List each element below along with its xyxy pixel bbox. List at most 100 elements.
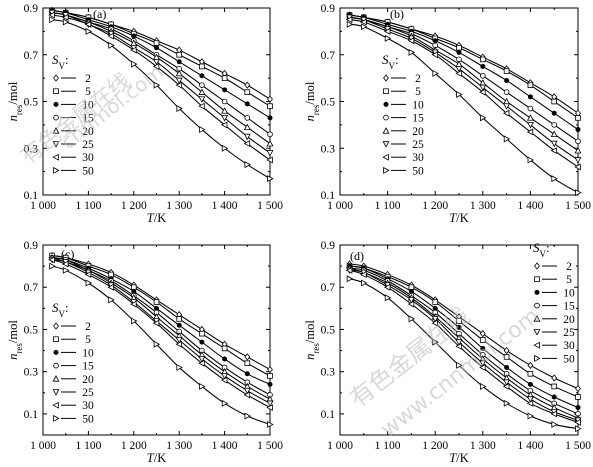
data-point-sv-50 [130, 317, 138, 325]
legend-label-sv-50: 50 [82, 413, 94, 425]
legend-marker-sv-50 [383, 166, 390, 174]
data-point-sv-50 [503, 399, 511, 407]
data-point-sv-5 [432, 299, 438, 305]
data-point-sv-5 [456, 44, 462, 51]
data-point-sv-30 [431, 51, 439, 59]
data-point-sv-5 [153, 40, 160, 46]
data-point-sv-25 [266, 150, 274, 157]
data-point-sv-30 [84, 20, 92, 28]
x-tick-label: 1 300 [470, 200, 496, 212]
data-point-sv-30 [198, 102, 205, 110]
data-point-sv-30 [175, 81, 183, 89]
panel-label: (d) [350, 249, 364, 263]
legend-marker-sv-25 [52, 141, 60, 148]
data-point-sv-10 [456, 324, 462, 330]
legend-label-sv-30: 30 [82, 152, 94, 164]
data-point-sv-30 [220, 121, 228, 129]
data-point-sv-10 [432, 38, 438, 44]
data-point-sv-50 [62, 266, 70, 274]
legend-label-sv-25: 25 [82, 387, 94, 399]
x-tick-label: 1 200 [422, 200, 448, 212]
data-point-sv-50 [221, 399, 229, 407]
data-point-sv-15 [267, 131, 273, 138]
plot-frame [339, 7, 579, 196]
legend-title: SV: [52, 52, 69, 71]
y-tick-label: 0.1 [321, 190, 336, 202]
legend-label-sv-10: 10 [82, 99, 94, 111]
legend-label-sv-20: 20 [563, 314, 575, 326]
x-tick-label: 1 000 [30, 200, 56, 212]
y-tick-label: 0.5 [321, 97, 336, 109]
data-point-sv-20 [243, 123, 251, 131]
data-point-sv-15 [244, 115, 251, 121]
data-point-sv-2 [551, 374, 558, 382]
data-point-sv-50 [575, 189, 582, 197]
legend-label-sv-2: 2 [85, 73, 91, 85]
data-point-sv-2 [527, 361, 534, 369]
x-tick-label: 1 300 [166, 440, 192, 452]
legend-marker-sv-50 [534, 354, 541, 362]
data-point-sv-5 [176, 316, 183, 322]
data-point-sv-10 [244, 371, 250, 377]
legend-label-sv-30: 30 [563, 340, 575, 352]
y-tick-label: 0.9 [24, 240, 39, 252]
data-point-sv-50 [360, 23, 368, 31]
data-point-sv-2 [267, 365, 273, 374]
data-point-sv-50 [527, 156, 535, 164]
y-axis-label: nres/mol [6, 81, 24, 121]
data-point-sv-50 [85, 27, 93, 35]
data-point-sv-50 [176, 105, 183, 112]
legend-label-sv-5: 5 [85, 334, 91, 346]
data-point-sv-25 [550, 140, 558, 148]
data-point-sv-30 [526, 399, 534, 407]
y-tick-label: 0.9 [321, 240, 336, 252]
legend-label-sv-30: 30 [82, 400, 94, 412]
data-point-sv-50 [479, 382, 487, 390]
legend-label-sv-25: 25 [412, 139, 424, 151]
series-line-sv-20 [349, 16, 579, 152]
data-point-sv-30 [152, 319, 160, 327]
data-point-sv-5 [575, 115, 581, 121]
data-point-sv-15 [479, 72, 486, 79]
y-axis-label: nres/mol [6, 320, 24, 360]
data-point-sv-10 [575, 127, 581, 133]
data-point-sv-10 [456, 49, 462, 55]
legend-marker-sv-5 [534, 276, 540, 282]
y-axis-label: nres/mol [303, 320, 321, 360]
data-point-sv-50 [408, 48, 416, 56]
data-point-sv-50 [503, 135, 511, 143]
data-point-sv-25 [431, 316, 439, 323]
data-point-sv-30 [175, 340, 183, 348]
y-tick-label: 0.5 [321, 324, 336, 336]
panel-label: (a) [93, 7, 106, 21]
data-point-sv-30 [198, 359, 205, 367]
data-point-sv-50 [199, 126, 206, 134]
chart-panel-a: 1 000 1 100 1 200 1 300 1 400 1 500 0.1 0.3 0.5 0… [6, 3, 283, 225]
data-point-sv-10 [551, 110, 557, 116]
legend-marker-sv-20 [52, 127, 60, 134]
data-point-sv-50 [384, 294, 392, 302]
data-point-sv-50 [551, 175, 558, 183]
legend-marker-sv-15 [534, 302, 540, 309]
legend-label-sv-15: 15 [82, 113, 94, 125]
data-point-sv-50 [479, 114, 487, 122]
data-point-sv-5 [575, 394, 581, 400]
data-point-sv-2 [244, 353, 251, 361]
watermarks: 有色金属在线 cnnmol.com 有色金属在线 www.cnnmol.com [16, 59, 544, 442]
data-point-sv-5 [408, 284, 415, 291]
data-point-sv-30 [526, 128, 534, 136]
data-point-sv-25 [266, 400, 274, 407]
data-point-sv-20 [574, 146, 582, 154]
legend-marker-sv-20 [382, 127, 390, 134]
legend-label-sv-5: 5 [85, 86, 91, 98]
data-point-sv-25 [243, 387, 251, 395]
data-point-sv-15 [503, 89, 510, 95]
legend-title: SV: [533, 240, 550, 259]
data-point-sv-20 [526, 114, 534, 121]
legend-marker-sv-2 [383, 74, 389, 82]
data-point-sv-15 [221, 98, 228, 105]
data-point-sv-30 [107, 283, 114, 291]
data-point-sv-30 [345, 266, 353, 274]
data-point-sv-30 [62, 13, 69, 21]
data-point-sv-50 [432, 69, 439, 77]
